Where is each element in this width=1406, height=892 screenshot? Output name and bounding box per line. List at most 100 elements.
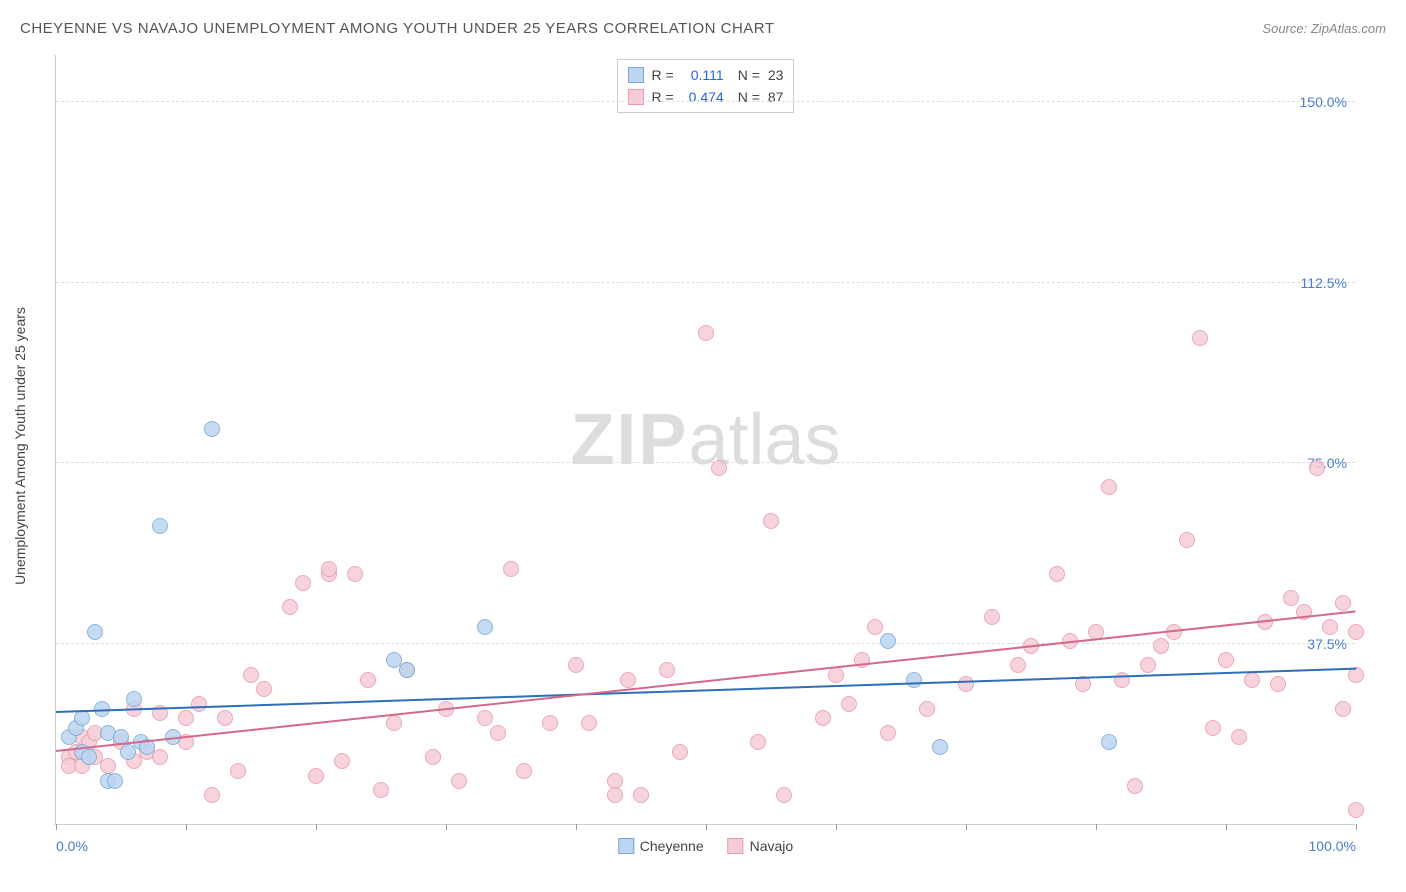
x-tick xyxy=(316,824,317,830)
stats-box: R = 0.111 N = 23 R = 0.474 N = 87 xyxy=(617,59,795,113)
data-point xyxy=(1205,720,1221,736)
stats-row-cheyenne: R = 0.111 N = 23 xyxy=(628,64,784,86)
x-tick-label: 100.0% xyxy=(1309,838,1356,854)
data-point xyxy=(321,561,337,577)
data-point xyxy=(1114,672,1130,688)
data-point xyxy=(1192,330,1208,346)
x-tick xyxy=(1356,824,1357,830)
r-value-cheyenne: 0.111 xyxy=(682,64,724,86)
gridline xyxy=(56,462,1355,463)
data-point xyxy=(958,676,974,692)
data-point xyxy=(1218,652,1234,668)
y-tick-label: 150.0% xyxy=(1300,94,1347,110)
data-point xyxy=(308,768,324,784)
source-value: ZipAtlas.com xyxy=(1311,21,1386,36)
data-point xyxy=(542,715,558,731)
legend: Cheyenne Navajo xyxy=(618,838,793,854)
r-label: R = xyxy=(652,86,674,108)
r-value-navajo: 0.474 xyxy=(682,86,724,108)
data-point xyxy=(711,460,727,476)
data-point xyxy=(503,561,519,577)
data-point xyxy=(698,325,714,341)
x-tick xyxy=(1226,824,1227,830)
data-point xyxy=(1348,802,1364,818)
gridline xyxy=(56,282,1355,283)
n-label: N = xyxy=(738,64,760,86)
chart-title: CHEYENNE VS NAVAJO UNEMPLOYMENT AMONG YO… xyxy=(20,20,775,37)
data-point xyxy=(1179,532,1195,548)
data-point xyxy=(1335,701,1351,717)
data-point xyxy=(1231,729,1247,745)
source-label: Source: xyxy=(1262,21,1307,36)
data-point xyxy=(828,667,844,683)
data-point xyxy=(81,749,97,765)
n-value-cheyenne: 23 xyxy=(768,64,784,86)
data-point xyxy=(217,710,233,726)
data-point xyxy=(1244,672,1260,688)
legend-item-cheyenne: Cheyenne xyxy=(618,838,704,854)
x-tick xyxy=(186,824,187,830)
legend-item-navajo: Navajo xyxy=(728,838,794,854)
data-point xyxy=(87,624,103,640)
x-tick xyxy=(706,824,707,830)
swatch-cheyenne xyxy=(628,67,644,83)
data-point xyxy=(373,782,389,798)
r-label: R = xyxy=(652,64,674,86)
data-point xyxy=(880,633,896,649)
source-attribution: Source: ZipAtlas.com xyxy=(1262,21,1386,36)
data-point xyxy=(204,421,220,437)
data-point xyxy=(477,619,493,635)
data-point xyxy=(919,701,935,717)
y-tick-label: 37.5% xyxy=(1307,636,1347,652)
data-point xyxy=(256,681,272,697)
data-point xyxy=(204,787,220,803)
data-point xyxy=(984,609,1000,625)
data-point xyxy=(880,725,896,741)
gridline xyxy=(56,101,1355,102)
data-point xyxy=(1348,624,1364,640)
data-point xyxy=(1101,734,1117,750)
data-point xyxy=(107,773,123,789)
data-point xyxy=(763,513,779,529)
data-point xyxy=(152,749,168,765)
legend-swatch-cheyenne xyxy=(618,838,634,854)
x-tick xyxy=(966,824,967,830)
data-point xyxy=(425,749,441,765)
data-point xyxy=(490,725,506,741)
data-point xyxy=(74,710,90,726)
x-tick-label: 0.0% xyxy=(56,838,88,854)
data-point xyxy=(126,691,142,707)
legend-label-cheyenne: Cheyenne xyxy=(640,838,704,854)
data-point xyxy=(581,715,597,731)
data-point xyxy=(282,599,298,615)
legend-swatch-navajo xyxy=(728,838,744,854)
data-point xyxy=(659,662,675,678)
watermark: ZIPatlas xyxy=(570,399,840,481)
legend-label-navajo: Navajo xyxy=(750,838,794,854)
data-point xyxy=(841,696,857,712)
data-point xyxy=(451,773,467,789)
y-axis-label: Unemployment Among Youth under 25 years xyxy=(12,307,28,585)
x-tick xyxy=(1096,824,1097,830)
data-point xyxy=(750,734,766,750)
data-point xyxy=(399,662,415,678)
data-point xyxy=(672,744,688,760)
data-point xyxy=(347,566,363,582)
data-point xyxy=(1153,638,1169,654)
data-point xyxy=(607,787,623,803)
data-point xyxy=(1270,676,1286,692)
data-point xyxy=(152,518,168,534)
data-point xyxy=(243,667,259,683)
data-point xyxy=(1140,657,1156,673)
x-tick xyxy=(56,824,57,830)
data-point xyxy=(230,763,246,779)
x-tick xyxy=(446,824,447,830)
data-point xyxy=(1283,590,1299,606)
data-point xyxy=(776,787,792,803)
data-point xyxy=(1127,778,1143,794)
watermark-bold: ZIP xyxy=(570,400,688,480)
data-point xyxy=(360,672,376,688)
data-point xyxy=(334,753,350,769)
data-point xyxy=(633,787,649,803)
data-point xyxy=(906,672,922,688)
